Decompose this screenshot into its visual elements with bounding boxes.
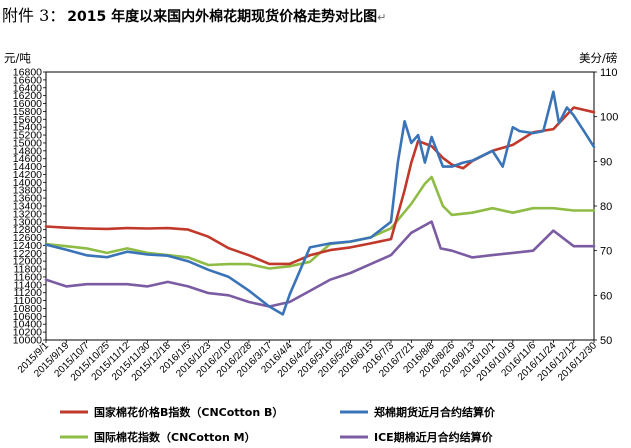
left-axis-tick-label: 11800 xyxy=(14,264,43,276)
left-axis-tick-label: 10400 xyxy=(13,319,42,331)
right-axis-tick-label: 110 xyxy=(600,67,618,79)
caption-prefix: 附件 3： xyxy=(2,6,66,25)
right-axis-tick-label: 50 xyxy=(600,335,612,347)
left-axis-tick-label: 10600 xyxy=(13,311,42,323)
series-line xyxy=(44,220,596,308)
left-axis-tick-label: 13800 xyxy=(13,185,42,197)
left-axis-tick-label: 11600 xyxy=(14,271,43,283)
legend-label: 郑棉期货近月合约结算价 xyxy=(374,405,496,419)
paragraph-mark: ↵ xyxy=(377,11,387,24)
left-axis-tick-label: 14200 xyxy=(13,169,42,181)
left-axis-tick-label: 14400 xyxy=(13,161,42,173)
left-axis-tick-label: 16400 xyxy=(13,82,42,94)
left-axis-tick-label: 12400 xyxy=(13,240,42,252)
series-line xyxy=(44,90,596,316)
left-axis-tick-label: 15800 xyxy=(13,106,42,118)
left-axis-tick-label: 12800 xyxy=(13,224,42,236)
left-axis-tick-label: 14600 xyxy=(13,153,42,165)
legend-label: ICE期棉近月合约结算价 xyxy=(374,430,494,444)
left-axis-tick-label: 11000 xyxy=(14,295,43,307)
left-axis-tick-label: 14800 xyxy=(13,145,42,157)
left-axis-tick-label: 11400 xyxy=(14,279,43,291)
left-axis-tick-label: 12600 xyxy=(13,232,42,244)
right-axis-tick-label: 60 xyxy=(600,290,612,302)
left-axis-tick-label: 13000 xyxy=(13,216,42,228)
left-axis-tick-label: 12200 xyxy=(13,248,42,260)
left-axis-tick-label: 12000 xyxy=(13,256,42,268)
left-axis-tick-label: 16200 xyxy=(13,90,42,102)
right-axis-tick-label: 100 xyxy=(600,112,618,124)
left-axis-tick-label: 14000 xyxy=(13,177,42,189)
legend-label: 国家棉花价格B指数（CNCotton B） xyxy=(94,405,283,419)
caption-title: 2015 年度以来国内外棉花期现货价格走势对比图 xyxy=(67,9,378,25)
right-axis-unit-label: 美分/磅 xyxy=(579,51,617,65)
left-axis-tick-label: 11200 xyxy=(14,287,43,299)
right-axis-tick-label: 80 xyxy=(600,201,612,213)
left-axis-tick-label: 10200 xyxy=(13,327,42,339)
series-line xyxy=(44,175,596,270)
right-axis-tick-label: 70 xyxy=(600,246,612,258)
left-axis-tick-label: 13200 xyxy=(13,208,42,220)
left-axis-tick-label: 15200 xyxy=(13,130,42,142)
left-axis-tick-label: 16800 xyxy=(13,67,42,79)
left-axis-tick-label: 15600 xyxy=(13,114,42,126)
left-axis-tick-label: 15000 xyxy=(13,137,42,149)
left-axis-tick-label: 16600 xyxy=(13,74,42,86)
figure-caption: 附件 3： 2015 年度以来国内外棉花期现货价格走势对比图↵ xyxy=(2,2,387,25)
left-axis-tick-label: 13600 xyxy=(13,193,42,205)
legend-label: 国际棉花指数（CNCotton M） xyxy=(94,430,256,444)
right-axis-tick-label: 90 xyxy=(600,156,612,168)
plot-frame xyxy=(45,71,595,341)
left-axis-unit-label: 元/吨 xyxy=(4,51,31,65)
left-axis-tick-label: 10800 xyxy=(13,303,42,315)
left-axis-tick-label: 16000 xyxy=(13,98,42,110)
left-axis-tick-label: 10000 xyxy=(13,335,42,347)
left-axis-tick-label: 15400 xyxy=(13,122,42,134)
left-axis-tick-label: 13400 xyxy=(13,201,42,213)
